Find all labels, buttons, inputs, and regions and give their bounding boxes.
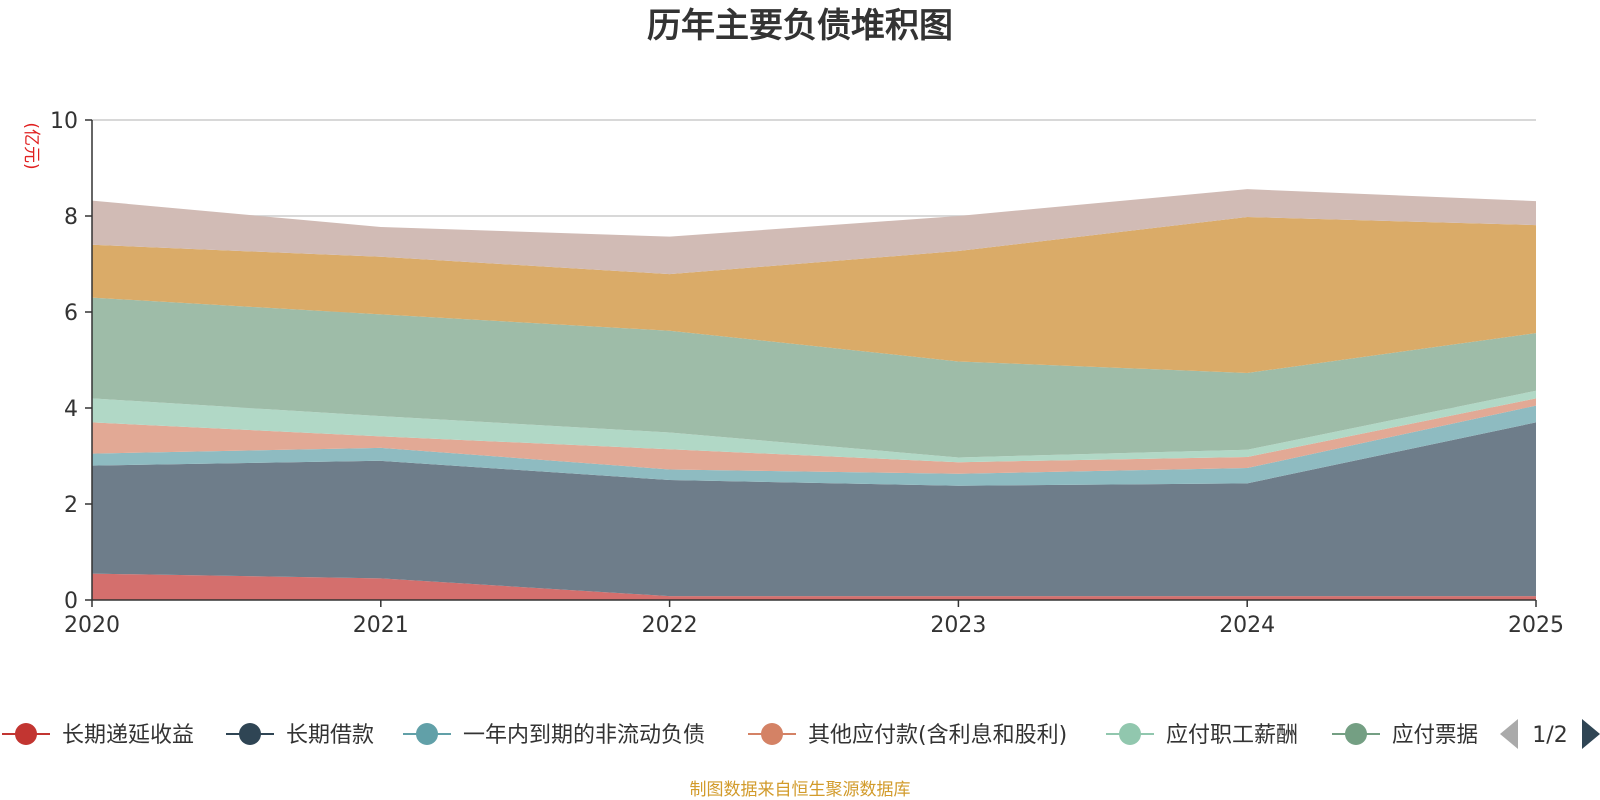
- legend-label: 一年内到期的非流动负债: [463, 723, 705, 748]
- legend-label: 长期递延收益: [62, 723, 194, 748]
- legend-circle-icon: [239, 723, 261, 745]
- legend-prev-icon[interactable]: [1500, 719, 1518, 749]
- legend-circle-icon: [761, 723, 783, 745]
- legend-item[interactable]: 一年内到期的非流动负债: [403, 723, 705, 748]
- legend-item[interactable]: 其他应付款(含利息和股利): [748, 723, 1067, 748]
- y-tick-label: 6: [64, 301, 78, 326]
- y-tick-labels: 0 2 4 6 8 10: [50, 109, 78, 614]
- x-tick-label: 2023: [930, 613, 986, 638]
- y-tick-label: 8: [64, 205, 78, 230]
- legend-label: 应付票据: [1392, 723, 1478, 748]
- legend-item[interactable]: 应付票据: [1332, 723, 1478, 748]
- legend: 长期递延收益 长期借款 一年内到期的非流动负债 其他应付款(含利息和股利) 应付职工薪酬…: [2, 723, 1478, 748]
- stacked-areas: [92, 189, 1536, 600]
- y-axis-unit: (亿元): [21, 122, 41, 169]
- legend-item[interactable]: 长期借款: [226, 723, 374, 748]
- x-tick-label: 2020: [64, 613, 120, 638]
- x-tick-label: 2022: [642, 613, 698, 638]
- x-tick-label: 2024: [1219, 613, 1275, 638]
- legend-pager: 1/2: [1500, 719, 1600, 749]
- chart-title: 历年主要负债堆积图: [647, 6, 953, 46]
- legend-next-icon[interactable]: [1582, 719, 1600, 749]
- legend-circle-icon: [15, 723, 37, 745]
- legend-label: 应付职工薪酬: [1166, 723, 1298, 748]
- y-tick-label: 2: [64, 493, 78, 518]
- legend-label: 长期借款: [286, 723, 374, 748]
- data-source-note: 制图数据来自恒生聚源数据库: [690, 780, 911, 800]
- legend-item[interactable]: 应付职工薪酬: [1106, 723, 1298, 748]
- area-series-0: [92, 573, 1536, 600]
- area-series-6: [92, 216, 1536, 373]
- legend-label: 其他应付款(含利息和股利): [808, 723, 1067, 748]
- x-tick-labels: 2020 2021 2022 2023 2024 2025: [64, 613, 1564, 638]
- y-tick-label: 10: [50, 109, 78, 134]
- area-series-7: [92, 189, 1536, 275]
- x-tick-label: 2021: [353, 613, 409, 638]
- legend-page-indicator: 1/2: [1532, 723, 1567, 748]
- legend-circle-icon: [1345, 723, 1367, 745]
- area-series-1: [92, 422, 1536, 597]
- area-series-4: [92, 390, 1536, 463]
- legend-item[interactable]: 长期递延收益: [2, 723, 194, 748]
- legend-circle-icon: [1119, 723, 1141, 745]
- x-tick-label: 2025: [1508, 613, 1564, 638]
- y-tick-label: 0: [64, 589, 78, 614]
- area-series-5: [92, 297, 1536, 458]
- y-tick-label: 4: [64, 397, 78, 422]
- legend-circle-icon: [416, 723, 438, 745]
- area-series-3: [92, 398, 1536, 474]
- axes: [85, 119, 1537, 607]
